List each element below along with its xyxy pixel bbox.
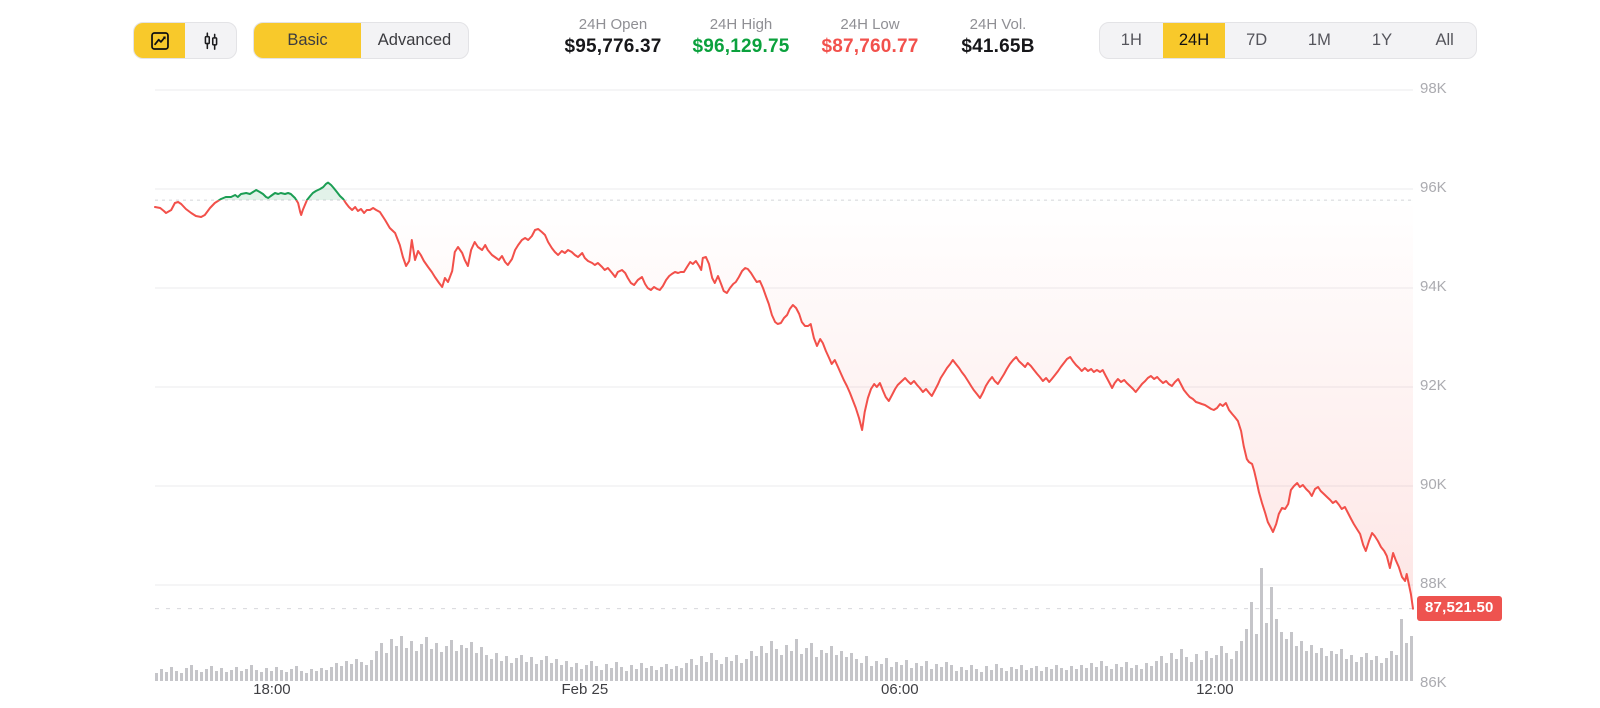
chart-type-toggle xyxy=(133,22,237,59)
range-selector: 1H 24H 7D 1M 1Y All xyxy=(1099,22,1477,59)
stat-open-label: 24H Open xyxy=(578,16,648,33)
mode-advanced-button[interactable]: Advanced xyxy=(361,23,468,58)
x-axis-label: 18:00 xyxy=(253,681,291,698)
x-axis-label: Feb 25 xyxy=(561,681,609,698)
mode-basic-button[interactable]: Basic xyxy=(254,23,361,58)
x-axis-label: 06:00 xyxy=(881,681,919,698)
y-axis-label: 92K xyxy=(1420,377,1447,394)
stat-low: 24H Low $87,760.77 xyxy=(806,16,934,60)
stat-low-value: $87,760.77 xyxy=(821,36,919,57)
range-1y-button[interactable]: 1Y xyxy=(1351,23,1414,58)
range-1h-button[interactable]: 1H xyxy=(1100,23,1163,58)
y-axis-label: 96K xyxy=(1420,179,1447,196)
line-chart-button[interactable] xyxy=(134,23,185,58)
stat-high-value: $96,129.75 xyxy=(692,36,790,57)
y-axis-label: 90K xyxy=(1420,476,1447,493)
stat-high-label: 24H High xyxy=(709,16,773,33)
y-axis-label: 88K xyxy=(1420,575,1447,592)
x-axis-label: 12:00 xyxy=(1196,681,1234,698)
stat-low-label: 24H Low xyxy=(840,16,900,33)
candlestick-button[interactable] xyxy=(185,23,236,58)
stat-volume: 24H Vol. $41.65B xyxy=(934,16,1062,60)
mode-toggle: Basic Advanced xyxy=(253,22,469,59)
stat-open: 24H Open $95,776.37 xyxy=(549,16,677,60)
y-axis-label: 98K xyxy=(1420,80,1447,97)
range-all-button[interactable]: All xyxy=(1413,23,1476,58)
range-7d-button[interactable]: 7D xyxy=(1225,23,1288,58)
stat-high: 24H High $96,129.75 xyxy=(677,16,805,60)
range-1m-button[interactable]: 1M xyxy=(1288,23,1351,58)
stat-volume-label: 24H Vol. xyxy=(969,16,1027,33)
stat-open-value: $95,776.37 xyxy=(564,36,662,57)
current-price-badge: 87,521.50 xyxy=(1417,595,1502,621)
candlestick-icon xyxy=(200,30,222,52)
range-24h-button[interactable]: 24H xyxy=(1162,23,1226,58)
y-axis-label: 86K xyxy=(1420,674,1447,691)
line-chart-icon xyxy=(149,30,171,52)
stat-volume-value: $41.65B xyxy=(961,36,1035,57)
y-axis-label: 94K xyxy=(1420,278,1447,295)
